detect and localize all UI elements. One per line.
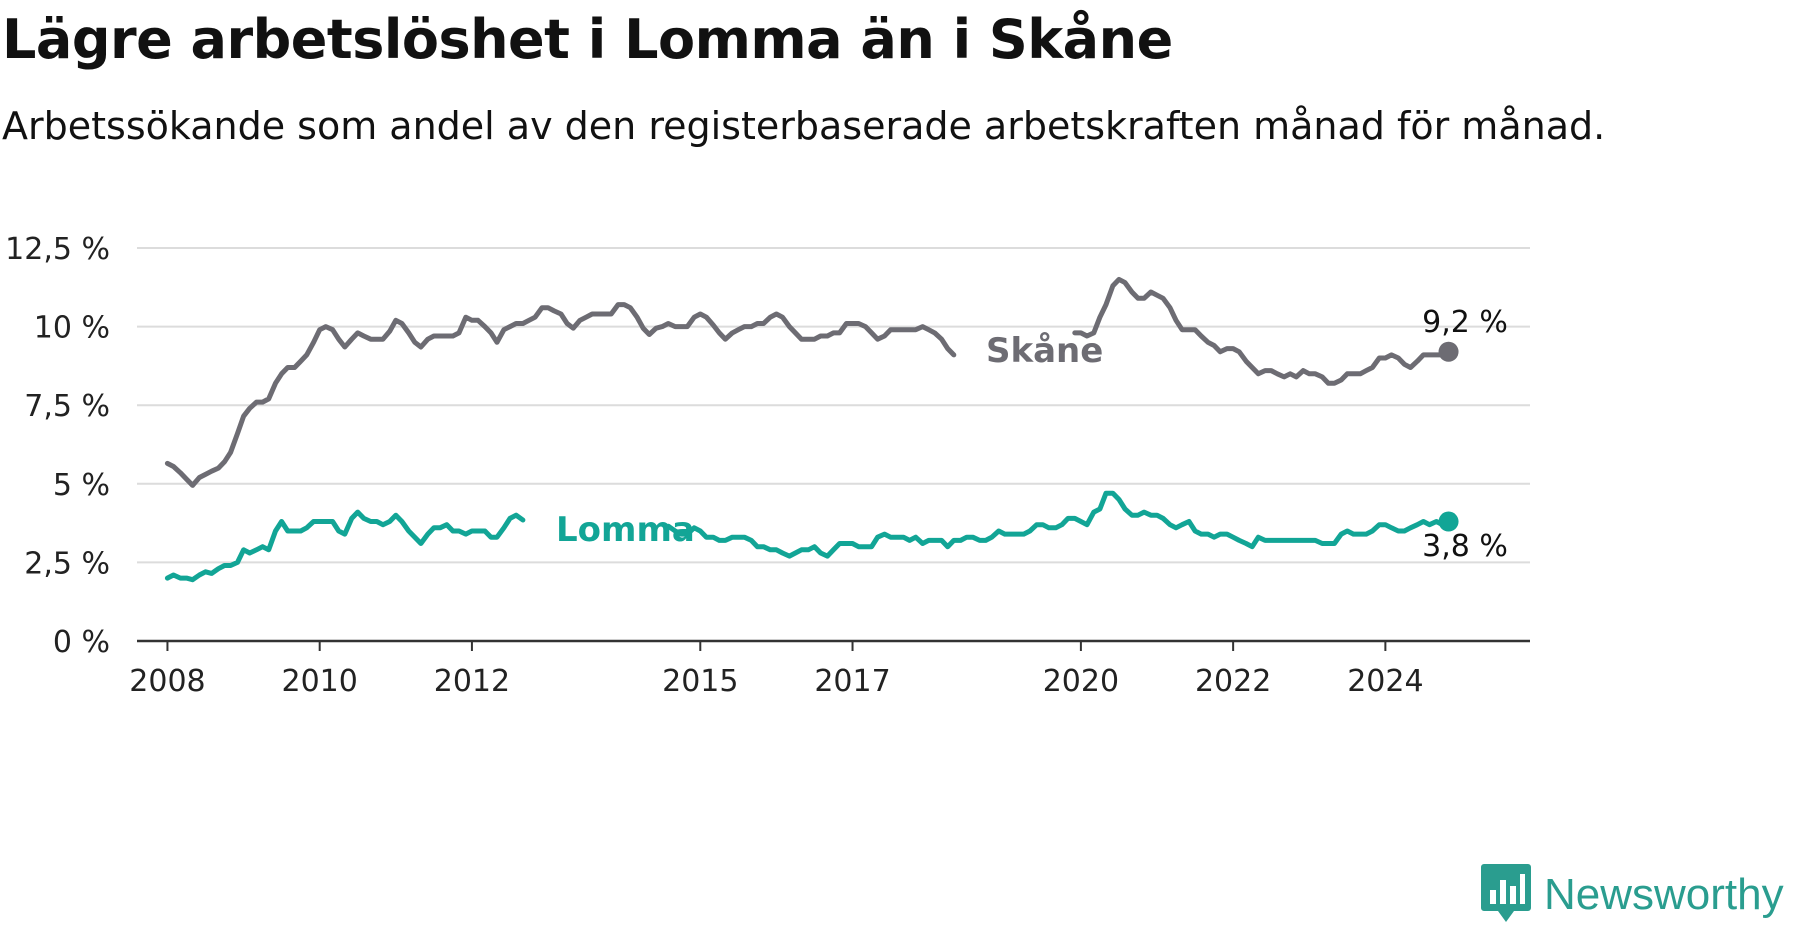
y-tick-label: 2,5 % [24, 546, 110, 581]
y-tick-label: 0 % [53, 625, 110, 660]
x-tick-label: 2015 [662, 664, 738, 699]
series-labels: Skåne Lomma 9,2 % 3,8 % [556, 305, 1508, 564]
x-tick-label: 2010 [282, 664, 358, 699]
series-label-lomma: Lomma [556, 510, 695, 550]
x-tick-label: 2020 [1043, 664, 1119, 699]
grid-lines [137, 247, 1530, 564]
newsworthy-logo-icon [1481, 864, 1531, 922]
y-tick-label: 5 % [53, 468, 110, 503]
end-value-label-lomma: 3,8 % [1422, 529, 1508, 564]
y-tick-label: 10 % [34, 311, 110, 346]
x-tick-label: 2017 [814, 664, 890, 699]
end-value-label-skane: 9,2 % [1422, 305, 1508, 340]
series-label-skane: Skåne [986, 331, 1103, 371]
x-tick-label: 2012 [434, 664, 510, 699]
series-line-lomma [164, 490, 1452, 583]
x-tick-label: 2022 [1195, 664, 1271, 699]
x-tick-label: 2024 [1347, 664, 1423, 699]
chart-title: Lägre arbetslöshet i Lomma än i Skåne [2, 8, 1173, 71]
series-end-marker-lomma [1438, 511, 1459, 532]
series-lines [164, 276, 1459, 583]
y-tick-label: 12,5 % [5, 232, 110, 267]
chart-subtitle: Arbetssökande som andel av den registerb… [2, 104, 1606, 148]
newsworthy-brand: Newsworthy [1480, 848, 1800, 948]
series-end-marker-skane [1438, 341, 1459, 362]
y-tick-label: 7,5 % [24, 389, 110, 424]
x-tick-label: 2008 [129, 664, 205, 699]
series-line-skane [164, 276, 1452, 488]
axes: 0 % 2,5 % 5 % 7,5 % 10 % 12,5 % 2008 2010 2012 20… [5, 232, 1530, 699]
brand-name: Newsworthy [1544, 870, 1784, 919]
